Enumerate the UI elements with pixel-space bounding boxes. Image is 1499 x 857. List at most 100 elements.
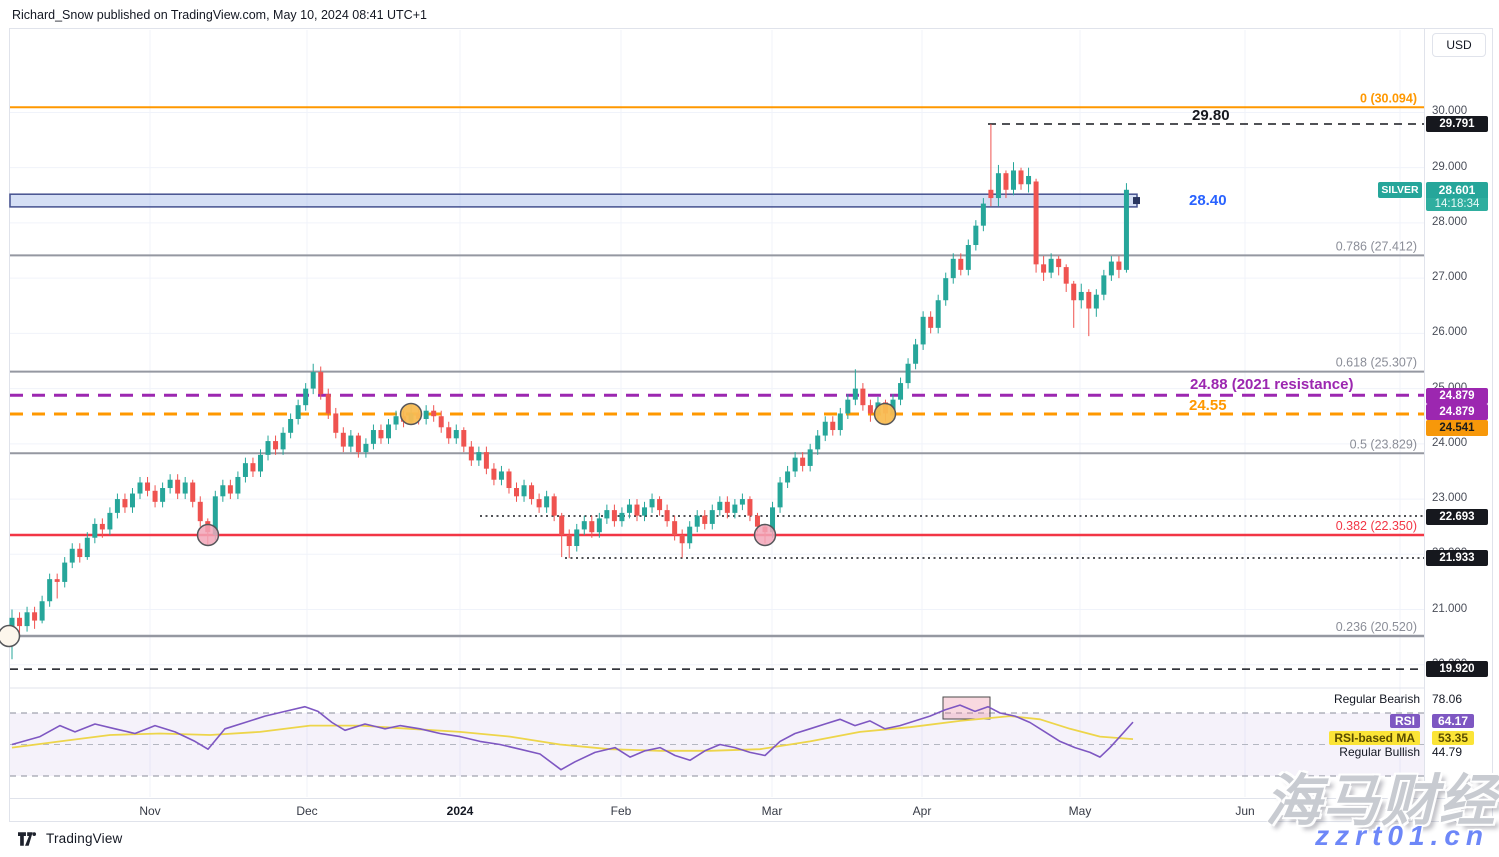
candle-body — [1108, 261, 1114, 276]
candle-body — [491, 468, 497, 480]
fib-level-label: 0 (30.094) — [1360, 91, 1417, 105]
candle-body — [393, 416, 399, 425]
candle-body — [190, 482, 196, 502]
candle-body — [928, 316, 934, 328]
price-tick-label: 28.000 — [1432, 215, 1468, 228]
time-tick-may[interactable]: May — [1068, 804, 1092, 818]
candle-body — [167, 479, 173, 489]
candle-body — [273, 441, 279, 450]
candle-body — [566, 534, 572, 547]
candle-body — [265, 441, 271, 455]
candle-body — [754, 515, 760, 527]
event-circle-marker[interactable] — [873, 402, 897, 426]
candle-body — [642, 507, 648, 516]
candle-body — [672, 521, 678, 535]
candle-body — [363, 443, 369, 453]
price-tick-label: 26.000 — [1432, 326, 1468, 339]
price-tick-label: 30.000 — [1432, 105, 1468, 118]
rsi-value: 44.79 — [1432, 744, 1463, 759]
candle-body — [506, 471, 512, 489]
event-circle-marker[interactable] — [399, 402, 423, 426]
candle-body — [498, 471, 504, 480]
price-annotation[interactable]: 24.55 — [1189, 397, 1227, 414]
candle-body — [657, 499, 663, 511]
price-level-badge: 24.879 — [1426, 388, 1488, 404]
candle-body — [212, 496, 218, 535]
candle-body — [92, 523, 98, 538]
candle-body — [1003, 173, 1009, 190]
candle-body — [17, 617, 23, 627]
candle-body — [815, 435, 821, 450]
time-tick-dec[interactable]: Dec — [296, 804, 318, 818]
time-tick-2024[interactable]: 2024 — [446, 804, 474, 818]
candle-body — [521, 485, 527, 497]
candle-body — [807, 449, 813, 466]
time-tick-nov[interactable]: Nov — [139, 804, 161, 818]
fib-level-label: 0.786 (27.412) — [1336, 239, 1417, 253]
zone-drag-handle[interactable] — [1133, 197, 1140, 205]
resistance-zone[interactable] — [9, 193, 1138, 208]
candle-body — [694, 515, 700, 527]
candle-body — [1018, 170, 1024, 185]
price-axis-separator — [1424, 28, 1425, 822]
price-level-badge: 22.693 — [1426, 509, 1488, 525]
price-tick-label: 23.000 — [1432, 492, 1468, 505]
candle-body — [559, 515, 565, 535]
candle-body — [589, 521, 595, 533]
candle-body — [995, 173, 1001, 199]
price-level-badge: 24.879 — [1426, 404, 1488, 420]
footer-brand[interactable]: TradingView — [18, 831, 123, 846]
price-annotation[interactable]: 28.40 — [1189, 192, 1227, 209]
watermark-cn: 海马财经 — [1265, 769, 1497, 832]
candle-body — [905, 363, 911, 384]
currency-toggle-button[interactable]: USD — [1432, 33, 1486, 57]
time-tick-jun[interactable]: Jun — [1235, 804, 1255, 818]
tradingview-brand-text[interactable]: TradingView — [46, 831, 123, 846]
time-axis-separator — [9, 798, 1493, 799]
rsi-line — [11, 704, 1134, 771]
candle-body — [724, 501, 730, 513]
candle-body — [446, 427, 452, 439]
candle-body — [785, 471, 791, 483]
candle-body — [1101, 275, 1107, 295]
candle-body — [227, 485, 233, 494]
candle-body — [852, 388, 858, 400]
time-tick-apr[interactable]: Apr — [912, 804, 932, 818]
candle-body — [1086, 291, 1092, 309]
candle-body — [943, 278, 949, 301]
candle-body — [340, 432, 346, 447]
bar-countdown: 14:18:34 — [1426, 198, 1488, 211]
candle-body — [1093, 294, 1099, 309]
candle-body — [611, 510, 617, 522]
price-annotation[interactable]: 29.80 — [1192, 107, 1230, 124]
price-annotation[interactable]: 24.88 (2021 resistance) — [1190, 376, 1354, 393]
candle-body — [303, 388, 309, 406]
candle-body — [837, 413, 843, 431]
candle-body — [867, 405, 873, 414]
time-tick-mar[interactable]: Mar — [761, 804, 783, 818]
candle-body — [709, 510, 715, 524]
candle-body — [175, 479, 181, 494]
time-tick-feb[interactable]: Feb — [610, 804, 632, 818]
candle-body — [664, 510, 670, 522]
event-circle-marker[interactable] — [0, 624, 21, 648]
candle-body — [310, 372, 316, 389]
fib-level-label: 0.236 (20.520) — [1336, 620, 1417, 634]
candle-body — [830, 421, 836, 431]
candle-body — [333, 413, 339, 433]
candle-body — [596, 518, 602, 533]
candle-body — [197, 501, 203, 522]
candle-body — [107, 512, 113, 530]
event-circle-marker[interactable] — [753, 523, 777, 547]
candle-body — [687, 526, 693, 544]
candle-body — [536, 499, 542, 508]
price-tick-label: 29.000 — [1432, 160, 1468, 173]
candle-body — [32, 612, 38, 621]
candle-body — [739, 499, 745, 505]
time-tick-jul[interactable]: Jul — [1392, 804, 1408, 818]
candle-body — [551, 496, 557, 516]
event-circle-marker[interactable] — [196, 523, 220, 547]
price-level-badge: 21.933 — [1426, 550, 1488, 566]
candle-body — [822, 421, 828, 436]
